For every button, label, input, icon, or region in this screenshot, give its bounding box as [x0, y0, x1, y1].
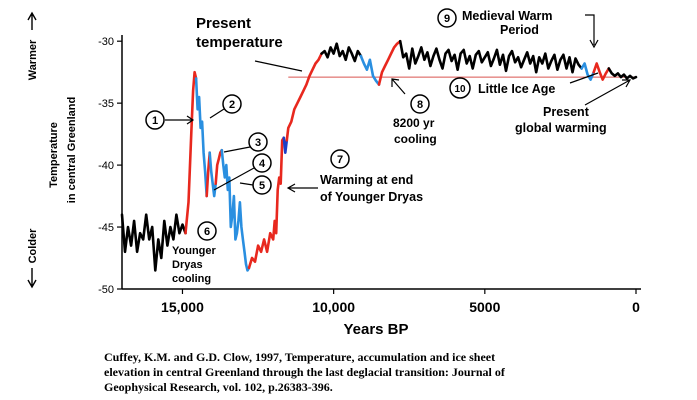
- temperature-series-12: [359, 54, 381, 86]
- warming-younger-dryas-label-2: of Younger Dryas: [320, 190, 423, 204]
- cooling-8200-arrow-icon: [391, 78, 406, 95]
- marker-1-arrow-icon: [165, 115, 195, 125]
- warmer-arrow-icon: [27, 11, 37, 30]
- present-temperature-arrow-icon: [254, 60, 303, 72]
- temperature-series-1: [120, 213, 187, 272]
- younger-dryas-cooling-label-2: Dryas: [172, 259, 203, 271]
- marker-10: 10: [449, 77, 471, 99]
- temperature-series-15: [580, 62, 596, 81]
- marker-5-label: 5: [259, 180, 265, 192]
- marker-7: 7: [330, 149, 350, 169]
- temperature-series-10: [285, 52, 323, 142]
- ylabel-colder: Colder: [27, 228, 39, 264]
- y-axis-labels: Warmer Temperature in central Greenland …: [27, 11, 78, 289]
- marker-10-label: 10: [454, 84, 466, 95]
- y-tick-label: -40: [98, 160, 114, 172]
- marker-4: 4: [213, 153, 272, 191]
- cooling-8200-label-2: cooling: [394, 132, 437, 146]
- temperature-series-6: [214, 148, 224, 185]
- marker-3: 3: [223, 132, 268, 153]
- y-tick-label: -45: [98, 222, 114, 234]
- temperature-series-16: [592, 62, 611, 81]
- medieval-warm-label-2: Period: [500, 23, 539, 37]
- temperature-series-2: [184, 70, 198, 235]
- ylabel-warmer: Warmer: [27, 39, 39, 80]
- cooling-8200-label-1: 8200 yr: [393, 116, 435, 130]
- marker-9-label: 9: [444, 13, 450, 25]
- marker-6: 6: [197, 221, 217, 241]
- temperature-series-5: [208, 151, 217, 198]
- younger-dryas-cooling-label-3: cooling: [172, 273, 211, 285]
- marker-3-label: 3: [255, 137, 261, 149]
- marker-9: 9: [437, 8, 457, 28]
- y-tick-label: -50: [98, 284, 114, 296]
- marker-4-arrow-icon: [213, 167, 255, 191]
- warming-younger-dryas-arrow-icon: [286, 183, 318, 193]
- caption-line-2: elevation in central Greenland through t…: [104, 365, 505, 379]
- annotations: Present temperature Medieval Warm Period…: [145, 8, 632, 285]
- ylabel-central-greenland: in central Greenland: [66, 97, 78, 203]
- marker-1-label: 1: [152, 115, 158, 127]
- younger-dryas-cooling-label-1: Younger: [172, 245, 217, 257]
- temperature-series-3: [194, 77, 208, 198]
- temperature-series-13: [377, 39, 402, 86]
- y-tick-label: -35: [98, 98, 114, 110]
- marker-7-label: 7: [337, 154, 343, 166]
- little-ice-age-arrow-icon: [569, 72, 599, 84]
- marker-5: 5: [239, 175, 272, 195]
- marker-1: 1: [145, 110, 195, 130]
- present-global-warming-label-1: Present: [543, 105, 590, 119]
- temperature-series-11: [320, 42, 363, 63]
- temperature-series-7: [220, 148, 251, 272]
- colder-arrow-icon: [27, 268, 37, 289]
- x-tick-label: 0: [632, 299, 640, 315]
- y-tick-label: -30: [98, 36, 114, 48]
- temperature-series-14: [398, 39, 583, 74]
- x-axis-title: Years BP: [343, 321, 408, 338]
- marker-2: 2: [209, 94, 242, 119]
- marker-8-label: 8: [417, 99, 423, 111]
- marker-3-arrow-icon: [223, 146, 251, 153]
- marker-5-arrow-icon: [239, 182, 254, 186]
- present-global-warming-label-2: global warming: [515, 121, 607, 135]
- marker-2-arrow-icon: [209, 108, 225, 119]
- caption-line-3: Geophysical Research, vol. 102, p.26383-…: [104, 380, 333, 394]
- present-temperature-label-2: temperature: [196, 34, 283, 51]
- marker-2-label: 2: [229, 99, 235, 111]
- temperature-series-9: [282, 136, 289, 154]
- medieval-warm-label-1: Medieval Warm: [462, 9, 553, 23]
- little-ice-age-label: Little Ice Age: [478, 82, 555, 96]
- marker-6-label: 6: [204, 226, 210, 238]
- warming-younger-dryas-label-1: Warming at end: [320, 173, 413, 187]
- x-tick-label: 5000: [469, 299, 500, 315]
- medieval-warm-arrow-icon: [585, 14, 599, 49]
- present-temperature-label-1: Present: [196, 15, 251, 32]
- temperature-series-8: [247, 136, 286, 270]
- x-tick-label: 15,000: [161, 299, 204, 315]
- marker-4-label: 4: [259, 158, 266, 170]
- marker-8: 8: [410, 94, 430, 114]
- temperature-series-17: [607, 67, 638, 80]
- present-global-warming-arrow-icon: [584, 79, 632, 106]
- ylabel-temperature: Temperature: [48, 122, 60, 188]
- x-tick-label: 10,000: [312, 299, 355, 315]
- citation-caption: Cuffey, K.M. and G.D. Clow, 1997, Temper…: [104, 350, 664, 395]
- caption-line-1: Cuffey, K.M. and G.D. Clow, 1997, Temper…: [104, 350, 496, 364]
